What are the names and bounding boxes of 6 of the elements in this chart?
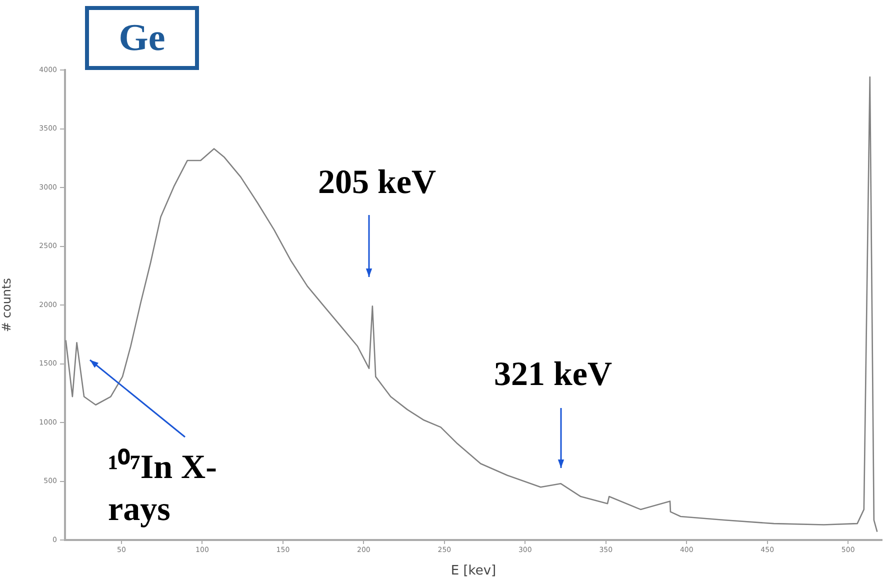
annotation: ¹⁰⁷In X-rays xyxy=(108,448,217,528)
annotation: 205 keV xyxy=(318,164,436,201)
annotation: 321 keV xyxy=(494,356,612,393)
y-axis-title: # counts xyxy=(0,278,14,332)
chart-title: Ge xyxy=(85,6,199,70)
x-axis-title: E [kev] xyxy=(450,564,496,579)
